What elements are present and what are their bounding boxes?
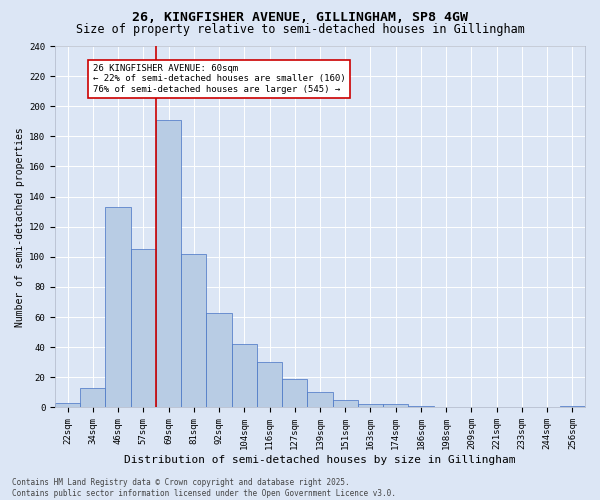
Text: Contains HM Land Registry data © Crown copyright and database right 2025.
Contai: Contains HM Land Registry data © Crown c… — [12, 478, 396, 498]
Bar — [282, 379, 307, 408]
Text: Size of property relative to semi-detached houses in Gillingham: Size of property relative to semi-detach… — [76, 22, 524, 36]
Bar — [80, 388, 106, 407]
Bar — [560, 406, 585, 407]
Bar — [206, 312, 232, 408]
Bar — [131, 250, 156, 408]
Bar — [55, 403, 80, 407]
X-axis label: Distribution of semi-detached houses by size in Gillingham: Distribution of semi-detached houses by … — [124, 455, 516, 465]
Bar — [156, 120, 181, 408]
Bar — [257, 362, 282, 408]
Bar — [358, 404, 383, 407]
Bar — [409, 406, 434, 407]
Bar — [332, 400, 358, 407]
Bar — [106, 207, 131, 408]
Bar — [181, 254, 206, 408]
Bar — [232, 344, 257, 408]
Bar — [383, 404, 409, 407]
Bar — [307, 392, 332, 407]
Y-axis label: Number of semi-detached properties: Number of semi-detached properties — [15, 127, 25, 326]
Text: 26 KINGFISHER AVENUE: 60sqm
← 22% of semi-detached houses are smaller (160)
76% : 26 KINGFISHER AVENUE: 60sqm ← 22% of sem… — [93, 64, 346, 94]
Text: 26, KINGFISHER AVENUE, GILLINGHAM, SP8 4GW: 26, KINGFISHER AVENUE, GILLINGHAM, SP8 4… — [132, 11, 468, 24]
